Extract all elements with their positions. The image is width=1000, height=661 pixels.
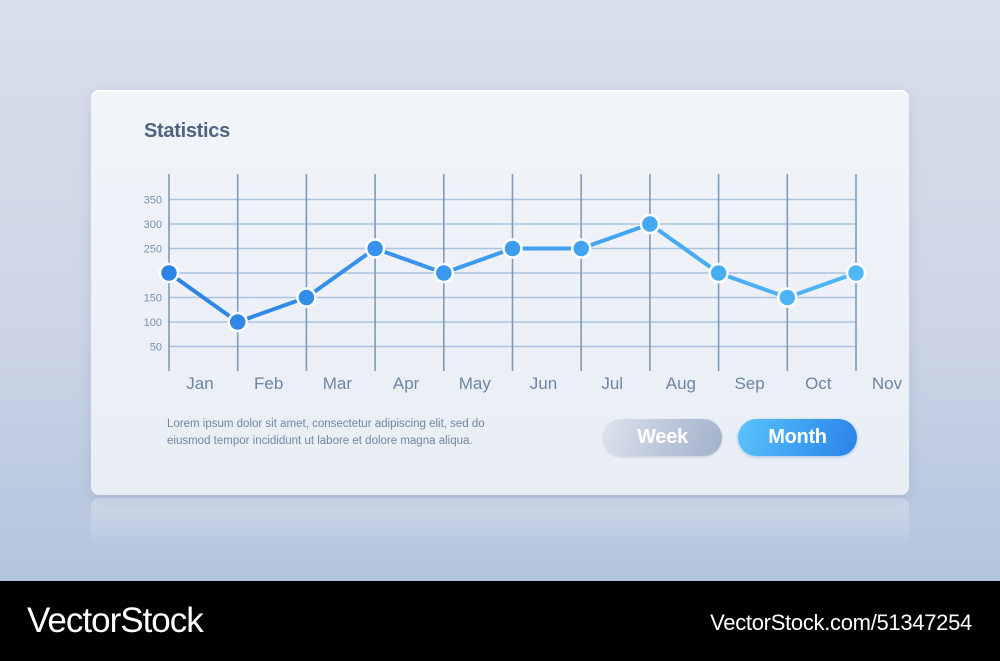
data-point [639, 213, 661, 235]
data-point [158, 262, 180, 284]
x-tick-label: Jan [186, 374, 213, 393]
x-tick-label: Oct [805, 374, 832, 393]
footer-bar: VectorStock VectorStock.com/51347254 [0, 581, 1000, 661]
data-point [570, 238, 592, 259]
x-tick-label: May [459, 374, 492, 393]
data-point [227, 311, 248, 333]
data-point [502, 238, 523, 259]
card-reflection [91, 498, 909, 548]
background: Statistics 50 100 150 250 300 350 Jan Feb Mar Ap… [0, 0, 1000, 581]
x-tick-label: Apr [393, 374, 420, 393]
week-button[interactable]: Week [603, 419, 722, 456]
y-tick-label: 150 [144, 293, 162, 305]
x-tick-label: Feb [254, 374, 283, 393]
month-button[interactable]: Month [738, 419, 857, 456]
card-title: Statistics [144, 120, 230, 142]
y-tick-label: 300 [144, 219, 162, 231]
x-tick-label: Mar [323, 374, 353, 393]
y-tick-label: 350 [144, 195, 162, 207]
x-tick-label: Aug [666, 374, 696, 393]
x-tick-label: Jul [601, 374, 623, 393]
brand-logo: VectorStock [27, 601, 204, 640]
data-point [364, 238, 386, 259]
x-tick-label: Sep [734, 374, 764, 393]
data-point [433, 262, 455, 284]
description-text: Lorem ipsum dolor sit amet, consectetur … [167, 418, 485, 447]
line-chart: 50 100 150 250 300 350 Jan Feb Mar Apr May Jun Jul A… [144, 174, 903, 393]
data-point [708, 262, 729, 284]
y-tick-label: 50 [150, 342, 162, 354]
y-tick-label: 100 [144, 317, 162, 329]
x-tick-label: Jun [530, 374, 557, 393]
y-tick-label: 250 [144, 244, 162, 256]
data-point [845, 262, 867, 284]
data-point [296, 287, 317, 308]
image-url: VectorStock.com/51347254 [710, 610, 972, 635]
data-point [777, 287, 798, 308]
x-tick-label: Nov [872, 374, 903, 393]
